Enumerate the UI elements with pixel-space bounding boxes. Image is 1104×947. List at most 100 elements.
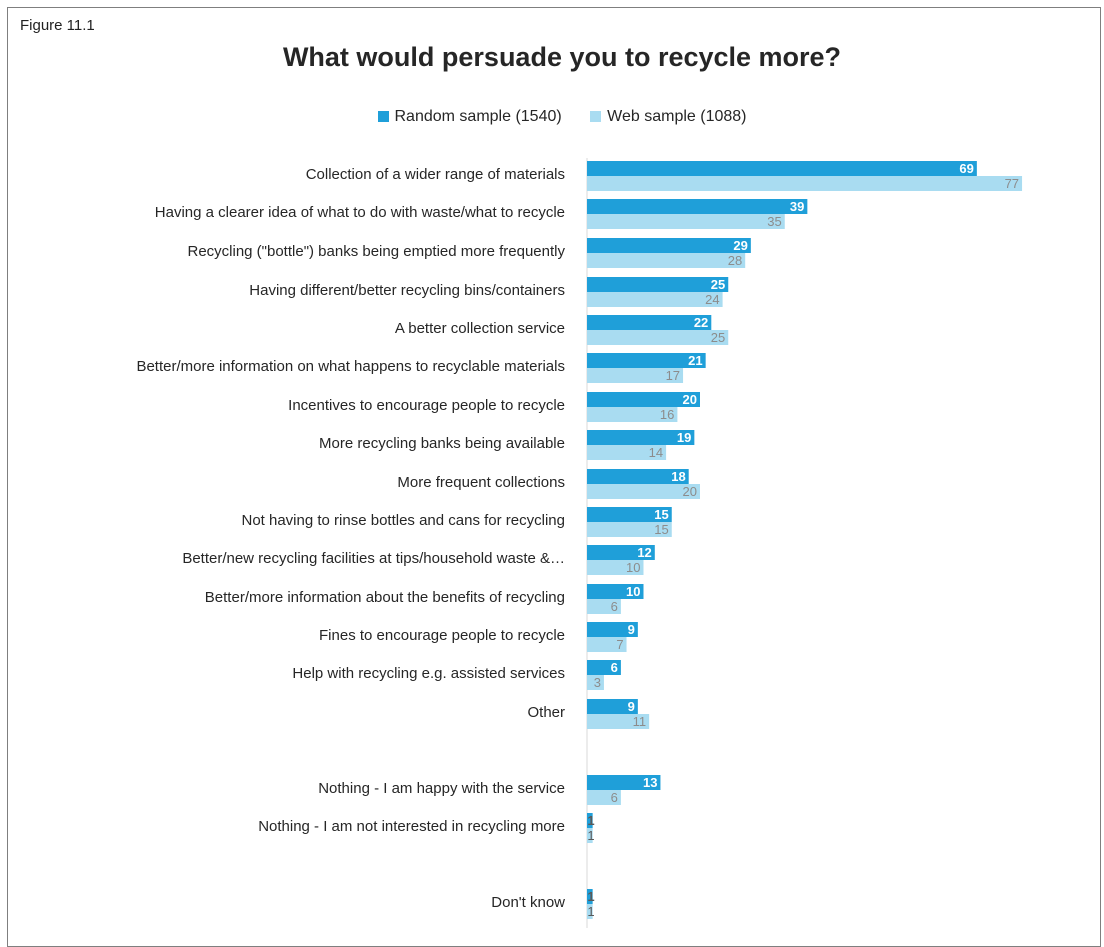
category-label: Don't know	[491, 894, 565, 911]
legend-swatch-random	[377, 111, 389, 122]
data-label-web: 11	[633, 714, 647, 729]
data-label-random: 9	[628, 622, 635, 637]
data-label-random: 9	[628, 699, 635, 714]
bar-random-sample	[587, 392, 700, 407]
bar-random-sample	[587, 889, 593, 904]
bar-web-sample	[587, 176, 1023, 191]
bar-random-sample	[587, 238, 751, 253]
bar-web-sample	[587, 407, 678, 422]
bar-random-sample	[587, 430, 695, 445]
data-label-random: 15	[654, 507, 668, 522]
data-label-web: 6	[611, 790, 618, 805]
bar-web-sample	[587, 253, 746, 268]
data-label-web: 1	[587, 904, 594, 919]
chart-title: What would persuade you to recycle more?	[282, 42, 842, 72]
data-label-random: 69	[959, 161, 973, 176]
data-label-web: 77	[1005, 176, 1019, 191]
bar-random-sample	[587, 507, 672, 522]
figure-label: Figure 11.1	[20, 17, 95, 34]
category-label: Help with recycling e.g. assisted servic…	[292, 665, 565, 682]
bar-random-sample	[587, 545, 655, 560]
bar-web-sample	[587, 828, 593, 843]
data-label-random: 13	[643, 775, 657, 790]
data-label-web: 25	[711, 330, 725, 345]
bar-web-sample	[587, 560, 644, 575]
category-label: Other	[527, 704, 565, 721]
bar-web-sample	[587, 904, 593, 919]
bar-random-sample	[587, 315, 712, 330]
legend-item-web: Web sample (1088)	[590, 108, 746, 126]
bar-random-sample	[587, 469, 689, 484]
data-label-random: 1	[587, 889, 594, 904]
legend-label-random: Random sample (1540)	[394, 108, 562, 125]
legend-item-random: Random sample (1540)	[377, 108, 562, 126]
data-label-web: 1	[587, 828, 594, 843]
bar-web-sample	[587, 637, 627, 652]
data-label-web: 6	[611, 599, 618, 614]
data-label-random: 22	[694, 315, 708, 330]
legend-swatch-web	[590, 111, 602, 122]
bar-web-sample	[587, 292, 723, 307]
bar-web-sample	[587, 675, 604, 690]
category-label: Collection of a wider range of materials	[306, 166, 565, 183]
data-label-web: 15	[654, 522, 668, 537]
data-label-random: 19	[677, 430, 691, 445]
category-label: Better/more information about the benefi…	[205, 589, 565, 606]
bar-web-sample	[587, 714, 650, 729]
bar-web-sample	[587, 522, 672, 537]
category-label: Nothing - I am not interested in recycli…	[258, 818, 565, 835]
data-label-random: 10	[626, 584, 640, 599]
data-label-random: 1	[587, 813, 594, 828]
category-label: More recycling banks being available	[319, 435, 565, 452]
bar-web-sample	[587, 445, 667, 460]
bar-random-sample	[587, 199, 808, 214]
category-label: Better/new recycling facilities at tips/…	[182, 550, 565, 567]
data-label-random: 39	[790, 199, 804, 214]
bar-random-sample	[587, 161, 977, 176]
data-label-web: 10	[626, 560, 640, 575]
data-label-random: 29	[733, 238, 747, 253]
bar-web-sample	[587, 330, 729, 345]
data-label-web: 14	[649, 445, 663, 460]
bar-web-sample	[587, 790, 621, 805]
data-label-random: 12	[637, 545, 651, 560]
legend-label-web: Web sample (1088)	[607, 108, 747, 125]
data-label-random: 18	[671, 469, 685, 484]
bar-random-sample	[587, 622, 638, 637]
data-label-web: 3	[594, 675, 601, 690]
data-label-web: 20	[683, 484, 697, 499]
category-label: Better/more information on what happens …	[136, 358, 565, 375]
data-label-web: 28	[728, 253, 742, 268]
category-label: Nothing - I am happy with the service	[318, 780, 565, 797]
bar-web-sample	[587, 599, 621, 614]
data-label-web: 7	[616, 637, 623, 652]
data-label-random: 6	[611, 660, 618, 675]
bar-random-sample	[587, 353, 706, 368]
bar-random-sample	[587, 660, 621, 675]
category-label: Having a clearer idea of what to do with…	[155, 204, 565, 221]
category-label: Not having to rinse bottles and cans for…	[241, 512, 565, 529]
category-label: Incentives to encourage people to recycl…	[288, 397, 565, 414]
data-label-random: 20	[683, 392, 697, 407]
category-label: Fines to encourage people to recycle	[319, 627, 565, 644]
bar-web-sample	[587, 214, 785, 229]
bar-web-sample	[587, 368, 684, 383]
data-label-web: 17	[666, 368, 680, 383]
category-label: Having different/better recycling bins/c…	[249, 282, 565, 299]
category-label: More frequent collections	[397, 474, 565, 491]
category-label: A better collection service	[395, 320, 565, 337]
bar-random-sample	[587, 584, 644, 599]
chart-legend: Random sample (1540) Web sample (1088)	[0, 108, 1104, 126]
bar-random-sample	[587, 775, 661, 790]
bar-random-sample	[587, 699, 638, 714]
data-label-web: 16	[660, 407, 674, 422]
data-label-web: 35	[767, 214, 781, 229]
category-label: Recycling ("bottle") banks being emptied…	[187, 243, 565, 260]
data-label-random: 21	[688, 353, 702, 368]
data-label-web: 24	[705, 292, 719, 307]
bar-random-sample	[587, 813, 593, 828]
bar-random-sample	[587, 277, 729, 292]
data-label-random: 25	[711, 277, 725, 292]
bar-web-sample	[587, 484, 700, 499]
